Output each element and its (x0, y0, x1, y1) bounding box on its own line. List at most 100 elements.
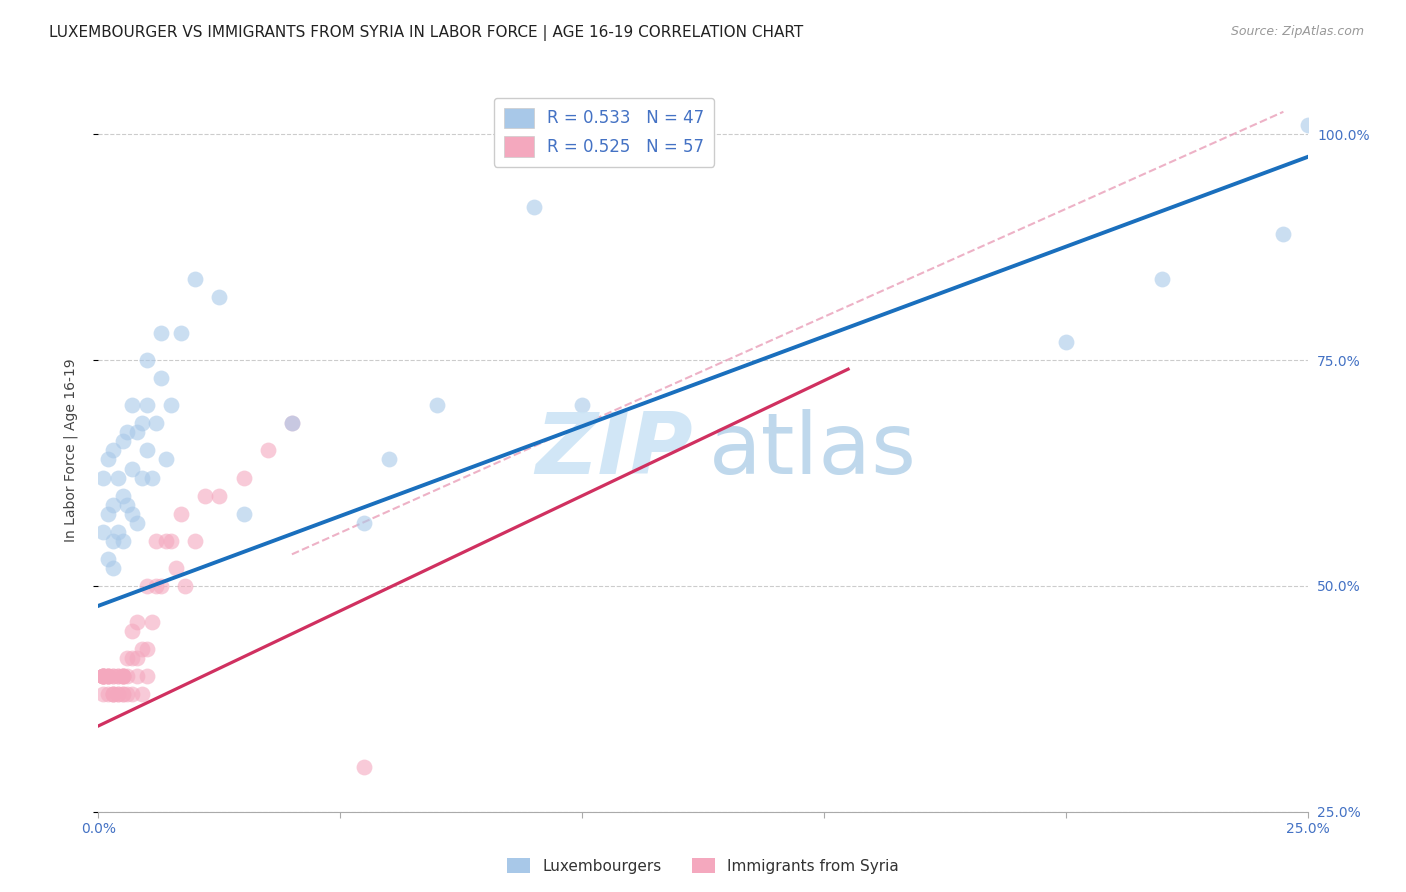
Point (117, 669, 139, 683)
Point (160, 533, 183, 548)
Point (111, 669, 134, 683)
Point (155, 452, 177, 467)
Point (127, 850, 149, 864)
Point (174, 579, 197, 593)
Point (127, 425, 149, 440)
Point (107, 687, 129, 701)
Point (150, 579, 173, 593)
Point (426, 398, 449, 412)
Point (194, 489, 217, 503)
Point (232, 470, 254, 484)
Point (91, 669, 114, 683)
Point (111, 687, 134, 701)
Point (121, 461, 143, 475)
Point (117, 425, 139, 440)
Point (131, 687, 153, 701)
Point (150, 326, 173, 340)
Point (1272, 227, 1295, 241)
Point (101, 669, 124, 683)
Point (107, 669, 129, 683)
Point (135, 669, 157, 683)
Point (165, 561, 187, 575)
Text: Source: ZipAtlas.com: Source: ZipAtlas.com (1230, 25, 1364, 38)
Point (91, 470, 114, 484)
Point (111, 489, 134, 503)
Point (208, 489, 231, 503)
Point (101, 561, 124, 575)
Point (281, 417, 304, 431)
Point (107, 687, 129, 701)
Point (169, 326, 191, 340)
Point (208, 290, 231, 304)
Point (135, 642, 157, 657)
Point (91, 524, 114, 539)
Point (232, 507, 254, 521)
Point (107, 524, 129, 539)
Point (668, 128, 690, 142)
Y-axis label: In Labor Force | Age 16-19: In Labor Force | Age 16-19 (63, 359, 77, 542)
Point (111, 434, 134, 449)
Legend: R = 0.533   N = 47, R = 0.525   N = 57: R = 0.533 N = 47, R = 0.525 N = 57 (494, 97, 714, 167)
Point (101, 498, 124, 512)
Point (97, 452, 120, 467)
Point (131, 642, 153, 657)
Point (184, 533, 207, 548)
Point (91, 669, 114, 683)
Point (141, 470, 163, 484)
Point (184, 272, 207, 286)
Point (131, 417, 153, 431)
Point (111, 533, 134, 548)
Point (169, 507, 191, 521)
Point (353, 516, 375, 530)
Point (91, 687, 114, 701)
Point (117, 687, 139, 701)
Point (111, 850, 134, 864)
Point (1152, 272, 1174, 286)
Point (145, 579, 167, 593)
Point (91, 669, 114, 683)
Point (97, 669, 120, 683)
Point (91, 669, 114, 683)
Point (121, 831, 143, 846)
Point (101, 533, 124, 548)
Point (97, 669, 120, 683)
Point (127, 651, 149, 665)
Point (91, 669, 114, 683)
Point (117, 651, 139, 665)
Point (1296, 118, 1319, 132)
Point (121, 651, 143, 665)
Point (97, 507, 120, 521)
Point (145, 533, 167, 548)
Point (97, 687, 120, 701)
Point (101, 669, 124, 683)
Point (135, 579, 157, 593)
Point (107, 669, 129, 683)
Point (107, 470, 129, 484)
Point (150, 371, 173, 385)
Point (117, 498, 139, 512)
Point (571, 398, 593, 412)
Point (353, 759, 375, 773)
Point (97, 551, 120, 566)
Point (127, 516, 149, 530)
Point (111, 669, 134, 683)
Point (377, 452, 399, 467)
Point (101, 687, 124, 701)
Point (97, 669, 120, 683)
Point (155, 533, 177, 548)
Point (131, 831, 153, 846)
Text: atlas: atlas (709, 409, 917, 492)
Point (101, 443, 124, 458)
Legend: Luxembourgers, Immigrants from Syria: Luxembourgers, Immigrants from Syria (501, 852, 905, 880)
Text: ZIP: ZIP (536, 409, 693, 492)
Point (145, 417, 167, 431)
Point (121, 507, 143, 521)
Point (91, 669, 114, 683)
Point (131, 470, 153, 484)
Point (101, 687, 124, 701)
Point (127, 615, 149, 629)
Point (523, 200, 546, 214)
Point (1054, 334, 1077, 349)
Point (281, 417, 304, 431)
Point (111, 687, 134, 701)
